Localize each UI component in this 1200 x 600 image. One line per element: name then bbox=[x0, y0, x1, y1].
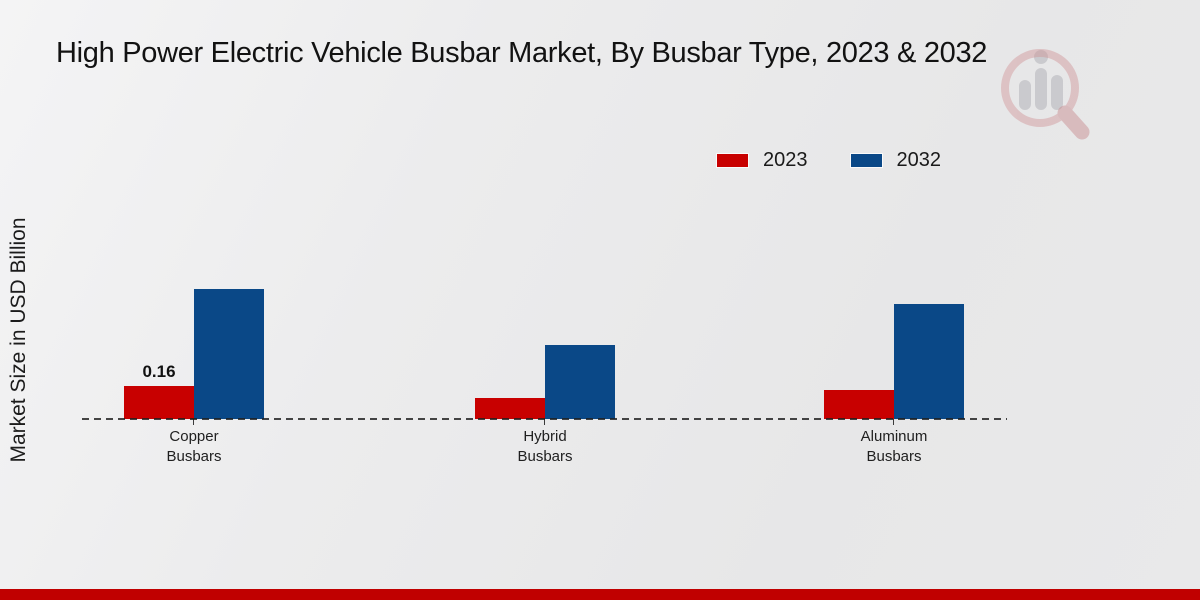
bar-hybrid-2032 bbox=[545, 345, 615, 419]
magnifier-bar-chart-logo-icon bbox=[1001, 49, 1090, 140]
x-tick-aluminum bbox=[893, 419, 894, 425]
category-label-copper: Copper Busbars bbox=[166, 428, 222, 466]
legend-swatch-2023 bbox=[716, 153, 749, 168]
x-tick-copper bbox=[193, 419, 194, 425]
legend-item-2032: 2032 bbox=[849, 149, 942, 172]
bar-aluminum-2023 bbox=[824, 390, 894, 419]
category-label-hybrid: Hybrid Busbars bbox=[517, 428, 573, 466]
x-tick-hybrid bbox=[544, 419, 545, 425]
plot-area: 0.16 Copper Busbars Hybrid Busbars Alumi… bbox=[82, 250, 1007, 465]
chart-title: High Power Electric Vehicle Busbar Marke… bbox=[56, 37, 988, 69]
legend-item-2023: 2023 bbox=[716, 149, 808, 172]
bar-hybrid-2023 bbox=[475, 398, 545, 419]
data-label-copper-2023: 0.16 bbox=[142, 362, 176, 381]
y-axis-label: Market Size in USD Billion bbox=[7, 217, 30, 463]
chart-legend: 2023 2032 bbox=[716, 149, 941, 172]
legend-label-2032: 2032 bbox=[896, 149, 942, 171]
dashed-baseline bbox=[82, 418, 1007, 420]
bar-group-hybrid: Hybrid Busbars bbox=[475, 250, 615, 465]
legend-swatch-2032 bbox=[849, 153, 883, 168]
footer-accent-strip bbox=[0, 589, 1200, 600]
legend-label-2023: 2023 bbox=[763, 149, 808, 171]
category-label-aluminum: Aluminum Busbars bbox=[860, 428, 928, 466]
bar-group-aluminum: Aluminum Busbars bbox=[824, 250, 964, 465]
bar-copper-2032 bbox=[194, 289, 264, 419]
bar-aluminum-2032 bbox=[894, 304, 964, 419]
bar-copper-2023 bbox=[124, 386, 194, 419]
bar-group-copper: 0.16 Copper Busbars bbox=[124, 250, 264, 465]
